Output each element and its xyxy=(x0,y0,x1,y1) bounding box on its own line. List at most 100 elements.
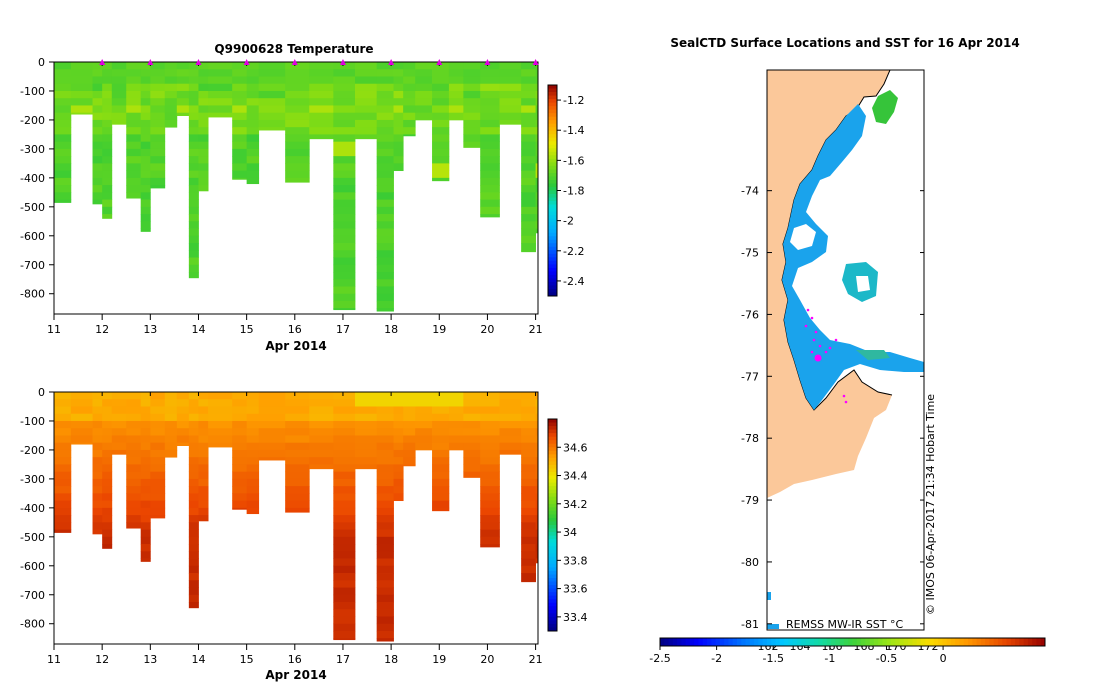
temperature-cell-cell xyxy=(198,177,209,186)
salinity-cell-cell xyxy=(126,522,142,529)
temperature-cell-cell xyxy=(232,76,248,85)
temperature-cell-cell xyxy=(355,119,378,128)
y-tick-label: 0 xyxy=(38,56,45,69)
temperature-cell-cell xyxy=(333,170,356,179)
salinity-cell-cell xyxy=(208,435,233,444)
temperature-cell-cell xyxy=(333,127,356,135)
salinity-colorbar-swatch xyxy=(548,595,557,600)
salinity-cell-cell xyxy=(164,399,178,407)
salinity-colorbar-swatch xyxy=(548,429,557,434)
salinity-cell-cell xyxy=(54,529,72,533)
temperature-cell-cell xyxy=(333,134,356,143)
temperature-cell-cell xyxy=(188,127,199,135)
salinity-cell-cell xyxy=(92,442,103,451)
salinity-cell-cell xyxy=(480,529,500,538)
sst-colorbar-swatch xyxy=(801,638,806,646)
temperature-cell-cell xyxy=(198,98,209,106)
sst-colorbar-swatch xyxy=(882,638,888,646)
salinity-cell-cell xyxy=(70,392,93,400)
salinity-cell-cell xyxy=(403,428,416,436)
temperature-cell-cell xyxy=(521,214,536,222)
temperature-cell-cell xyxy=(499,90,522,99)
salinity-cell-cell xyxy=(376,609,394,617)
salinity-cell-cell xyxy=(188,500,199,509)
temperature-colorbar-swatch xyxy=(548,172,557,177)
temperature-colorbar-swatch xyxy=(548,95,557,100)
salinity-cell-cell xyxy=(480,413,500,422)
temperature-cell-cell xyxy=(246,148,260,157)
salinity-cell-cell xyxy=(333,565,356,574)
temperature-cell-cell xyxy=(333,163,356,172)
salinity-cell-cell xyxy=(258,406,286,415)
sst-colorbar-swatch xyxy=(685,638,691,646)
salinity-cell-cell xyxy=(480,522,500,530)
temperature-cell-cell xyxy=(246,141,260,150)
temperature-cell-cell xyxy=(198,83,209,92)
salinity-cell-cell xyxy=(188,420,199,429)
temperature-cell-cell xyxy=(232,177,248,180)
temperature-cell-cell xyxy=(333,250,356,258)
temperature-cell-cell xyxy=(246,76,260,85)
sst-colorbar-swatch xyxy=(707,638,712,646)
temperature-cell-cell xyxy=(376,69,394,77)
salinity-cell-cell xyxy=(208,442,233,448)
salinity-cell-cell xyxy=(521,522,536,530)
salinity-cell-cell xyxy=(246,399,260,407)
salinity-cell-cell xyxy=(150,515,166,519)
salinity-cell-cell xyxy=(376,522,394,530)
temperature-colorbar-swatch xyxy=(548,274,557,279)
sst-colorbar-swatch xyxy=(1002,638,1007,646)
temperature-cell-cell xyxy=(111,83,127,92)
salinity-cell-cell xyxy=(499,392,522,400)
temperature-cell-cell xyxy=(535,69,539,77)
salinity-cell-cell xyxy=(535,428,539,436)
x-tick-label: 17 xyxy=(336,653,350,666)
salinity-colorbar-label: 33.4 xyxy=(563,611,588,624)
temperature-colorbar-swatch xyxy=(548,176,557,181)
salinity-cell-cell xyxy=(140,507,151,516)
temperature-cell-cell xyxy=(432,163,450,172)
salinity-colorbar-swatch xyxy=(548,570,557,575)
salinity-cell-cell xyxy=(535,536,539,545)
salinity-colorbar-swatch xyxy=(548,616,557,621)
salinity-cell-cell xyxy=(54,392,72,400)
sst-colorbar-swatch xyxy=(1006,638,1012,646)
temperature-cell-cell xyxy=(285,134,310,143)
temperature-cell-cell xyxy=(448,76,464,85)
temperature-cell-cell xyxy=(480,148,500,157)
sst-colorbar-swatch xyxy=(989,638,995,646)
salinity-cell-cell xyxy=(521,573,536,581)
temperature-cell-cell xyxy=(102,76,113,85)
temperature-cell-cell xyxy=(102,199,113,208)
temperature-cell-cell xyxy=(376,185,394,193)
temperature-cell-cell xyxy=(376,170,394,179)
salinity-cell-cell xyxy=(309,435,334,444)
temperature-colorbar-swatch xyxy=(548,123,557,128)
salinity-cell-cell xyxy=(258,449,286,458)
salinity-cell-cell xyxy=(480,449,500,458)
salinity-cell-cell xyxy=(232,486,248,494)
salinity-cell-cell xyxy=(164,406,178,415)
sst-colorbar-swatch xyxy=(903,638,909,646)
salinity-cell-cell xyxy=(232,471,248,480)
temperature-cell-cell xyxy=(393,134,404,143)
temperature-colorbar-swatch xyxy=(548,127,557,132)
salinity-cell-cell xyxy=(376,602,394,610)
salinity-cell-cell xyxy=(111,435,127,444)
salinity-cell-cell xyxy=(535,420,539,429)
temperature-cell-cell xyxy=(333,279,356,287)
salinity-cell-cell xyxy=(198,500,209,509)
salinity-cell-cell xyxy=(432,406,450,415)
temperature-colorbar-swatch xyxy=(548,137,557,142)
salinity-cell-cell xyxy=(140,551,151,559)
temperature-cell-cell xyxy=(355,127,378,135)
temperature-cell-cell xyxy=(393,105,404,114)
temperature-cell-cell xyxy=(333,156,356,164)
x-tick-label: 20 xyxy=(480,323,494,336)
salinity-cell-cell xyxy=(164,428,178,436)
temperature-cell-cell xyxy=(140,112,151,121)
temperature-cell-cell xyxy=(176,76,190,85)
temperature-cell-cell xyxy=(258,105,286,114)
temperature-cell-cell xyxy=(140,148,151,157)
temperature-cell-cell xyxy=(355,90,378,99)
